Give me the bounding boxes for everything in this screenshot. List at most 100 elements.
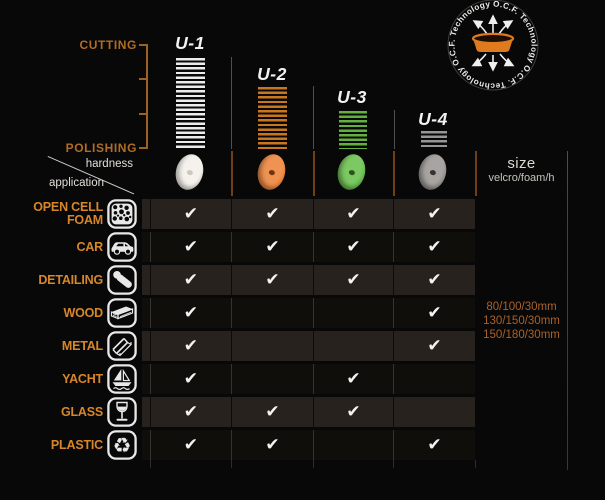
pad-cross-section-icon <box>471 32 515 52</box>
table-row: CAR ✔ ✔ ✔ ✔ <box>0 232 605 262</box>
check-mark: ✔ <box>265 236 280 257</box>
cell-u3: ✔ <box>312 265 393 295</box>
check-mark: ✔ <box>183 269 199 290</box>
check-mark: ✔ <box>183 302 199 323</box>
row-cells: ✔ ✔ ✔ ✔ <box>142 265 475 295</box>
cell-u1: ✔ <box>149 397 231 427</box>
row-cells: ✔ ✔ <box>142 298 475 328</box>
table-row: WOOD ✔ ✔ <box>0 298 605 328</box>
cell-u4: ✔ <box>392 331 475 361</box>
size-column-subtitle: velcro/foam/h <box>488 172 555 184</box>
scale-axis-line <box>146 44 148 149</box>
check-mark: ✔ <box>265 269 280 290</box>
cell-u4: ✔ <box>392 430 475 460</box>
check-mark: ✔ <box>183 434 199 455</box>
scale-tick <box>139 113 146 115</box>
pad-image-u1 <box>172 151 207 193</box>
column-divider <box>394 110 395 149</box>
airflow-arrows-icon <box>471 14 515 72</box>
check-mark: ✔ <box>183 203 199 224</box>
row-label: WOOD <box>63 305 104 320</box>
row-label: GLASS <box>60 404 103 419</box>
cell-u4 <box>392 364 475 394</box>
check-mark: ✔ <box>427 203 442 224</box>
ocf-technology-badge: O.C.F. Technology O.C.F. Technology O.C.… <box>447 0 539 91</box>
cell-u2: ✔ <box>230 397 313 427</box>
cell-u3 <box>312 298 393 328</box>
row-cells: ✔ ✔ <box>142 364 475 394</box>
check-mark: ✔ <box>427 434 442 455</box>
cell-u4 <box>392 397 475 427</box>
row-label: CAR <box>76 239 104 254</box>
cell-u4: ✔ <box>392 199 475 229</box>
header-divider <box>231 151 233 196</box>
check-mark: ✔ <box>265 434 280 455</box>
check-mark: ✔ <box>183 335 199 356</box>
cell-u2 <box>230 364 313 394</box>
column-stub <box>150 460 151 468</box>
pad-image-u4 <box>415 151 450 193</box>
row-label: METAL <box>61 338 103 353</box>
column-stub <box>393 460 394 468</box>
check-mark: ✔ <box>427 269 442 290</box>
size-value: 150/180/30mm <box>483 329 560 341</box>
table-row: PLASTIC ♻ ✔ ✔ ✔ <box>0 430 605 460</box>
cut-level-bar-u3 <box>339 111 367 149</box>
row-label: OPEN CELL FOAM <box>33 200 103 227</box>
size-value: 80/100/30mm <box>486 301 557 313</box>
size-column-title: size <box>507 155 536 172</box>
row-label: PLASTIC <box>50 437 103 452</box>
cut-level-bar-u4 <box>421 131 447 149</box>
table-row: METAL ✔ ✔ <box>0 331 605 361</box>
cell-u2: ✔ <box>230 232 313 262</box>
cell-u3: ✔ <box>312 397 393 427</box>
recycle-icon: ♻ <box>107 430 137 460</box>
cell-u1: ✔ <box>149 298 231 328</box>
check-mark: ✔ <box>427 236 442 257</box>
cell-u4: ✔ <box>392 298 475 328</box>
cell-u2 <box>230 331 313 361</box>
cell-u1: ✔ <box>149 364 231 394</box>
scale-tick <box>139 78 146 80</box>
header-divider <box>475 151 477 196</box>
table-row: GLASS ✔ ✔ ✔ <box>0 397 605 427</box>
check-mark: ✔ <box>183 236 199 257</box>
polisher-icon <box>107 265 137 295</box>
foam-icon <box>107 199 137 229</box>
product-label-u4: U-4 <box>418 109 448 129</box>
check-mark: ✔ <box>183 368 199 389</box>
cell-u4: ✔ <box>392 232 475 262</box>
cutting-label: CUTTING <box>79 38 137 52</box>
row-cells: ✔ ✔ ✔ ✔ <box>142 199 475 229</box>
column-stub <box>313 460 314 468</box>
check-mark: ✔ <box>265 203 280 224</box>
row-cells: ✔ ✔ <box>142 331 475 361</box>
table-row: YACHT ✔ ✔ <box>0 364 605 394</box>
row-cells: ✔ ✔ ✔ <box>142 430 475 460</box>
column-stub <box>231 460 232 468</box>
column-divider <box>313 86 314 149</box>
hardness-header: hardness <box>85 158 133 170</box>
size-value: 130/150/30mm <box>483 315 560 327</box>
cut-level-bar-u1 <box>176 58 205 149</box>
cell-u1: ✔ <box>149 199 231 229</box>
product-label-u3: U-3 <box>337 87 367 107</box>
cell-u3 <box>312 331 393 361</box>
check-mark: ✔ <box>346 401 361 422</box>
cell-u3 <box>312 430 393 460</box>
check-mark: ✔ <box>346 269 361 290</box>
scale-tick <box>139 44 146 46</box>
check-mark: ✔ <box>183 401 199 422</box>
row-cells: ✔ ✔ ✔ ✔ <box>142 232 475 262</box>
wood-icon <box>107 298 137 328</box>
row-label: YACHT <box>62 371 103 386</box>
metal-icon <box>107 331 137 361</box>
cell-u3: ✔ <box>312 364 393 394</box>
cell-u2: ✔ <box>230 199 313 229</box>
check-mark: ✔ <box>346 236 361 257</box>
check-mark: ✔ <box>427 335 442 356</box>
cell-u4: ✔ <box>392 265 475 295</box>
glass-icon <box>107 397 137 427</box>
yacht-icon <box>107 364 137 394</box>
cell-u1: ✔ <box>149 265 231 295</box>
